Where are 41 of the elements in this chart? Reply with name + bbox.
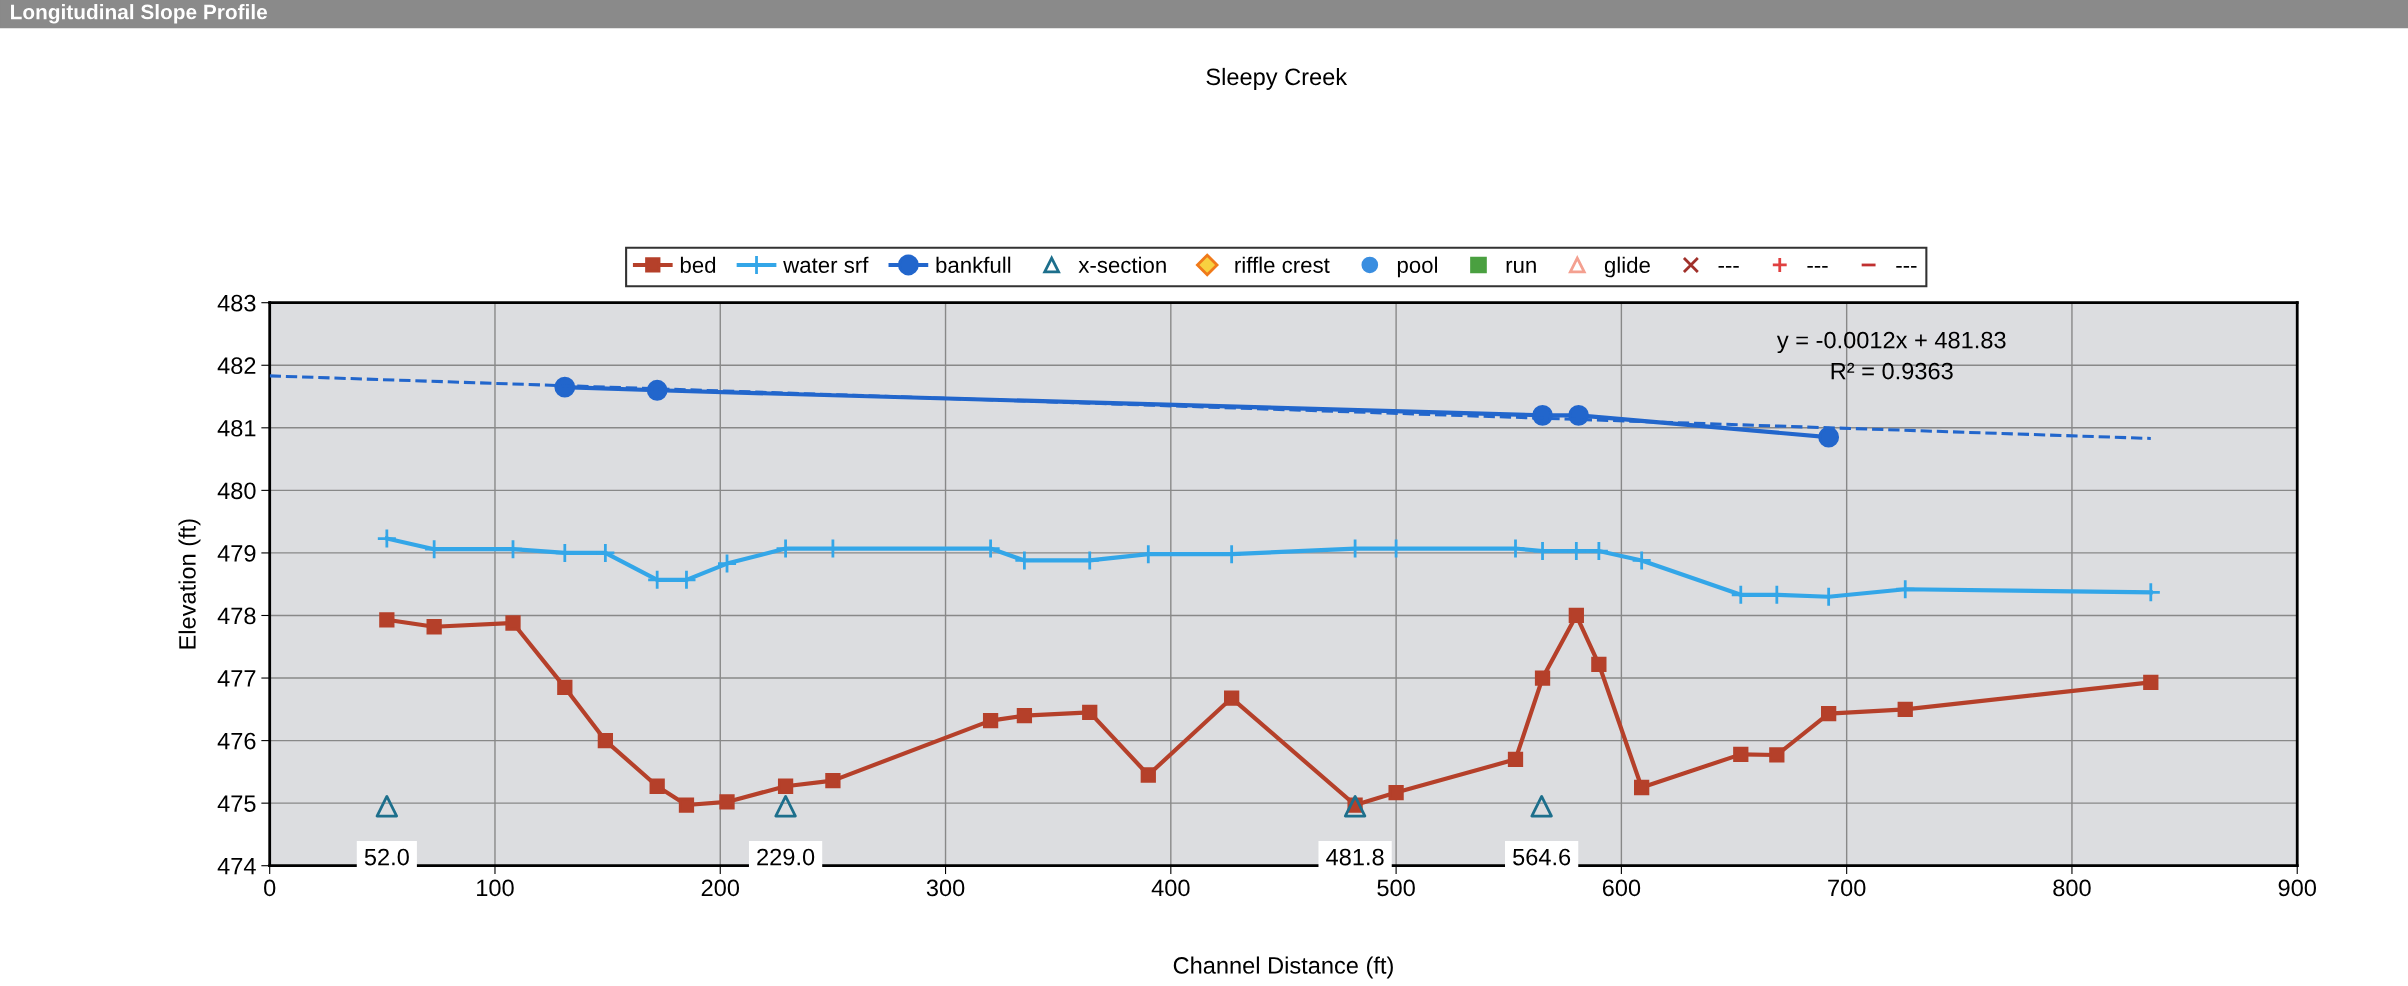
y-tick-label: 475 [217,795,256,812]
x-tick-label: 900 [2278,879,2317,897]
legend-label: riffle crest [1235,256,1330,273]
legend-label: --- [1718,265,1739,268]
annotation: 229.0 [757,848,815,866]
legend-label: --- [1896,265,1917,268]
x-tick-label: 500 [1377,879,1415,897]
x-tick-label: 800 [2053,879,2091,897]
y-tick-label: 474 [217,858,256,875]
x-tick-label: 200 [701,879,740,897]
legend-label: glide [1604,256,1650,278]
annotation: 52.0 [364,848,409,866]
legend-label: pool [1397,256,1437,278]
y-axis-title: Elevation (ft) [178,519,201,649]
x-tick-label: 300 [926,879,965,897]
y-tick-label: 479 [217,545,256,562]
legend-label: bankfull [936,256,1011,273]
legend-label: x-section [1078,256,1166,273]
x-axis-title: Channel Distance (ft) [1173,956,1393,979]
legend-label: run [1506,260,1536,273]
x-tick-label: 700 [1828,879,1866,897]
annotation: R² = 0.9363 [1831,362,1953,380]
y-tick-label: 477 [217,670,256,687]
y-tick-label: 482 [217,357,256,375]
annotation: 564.6 [1513,848,1571,866]
y-tick-label: 478 [217,607,256,625]
y-tick-label: 476 [217,732,256,750]
chart-subtitle: Sleepy Creek [1206,67,1348,90]
legend-label: bed [680,256,716,273]
chart-title: Longitudinal Slope Profile [11,4,268,24]
x-tick-label: 0 [264,879,276,897]
legend-label: water srf [783,256,869,273]
legend-label: --- [1807,265,1828,268]
x-tick-label: 400 [1151,879,1190,897]
x-tick-label: 600 [1602,879,1641,897]
annotation: y = -0.0012x + 481.83 [1776,331,2006,354]
annotation: 481.8 [1326,848,1384,866]
y-tick-label: 480 [217,482,256,500]
x-tick-label: 100 [477,879,514,897]
y-tick-label: 481 [217,419,256,437]
y-tick-label: 483 [217,294,256,312]
